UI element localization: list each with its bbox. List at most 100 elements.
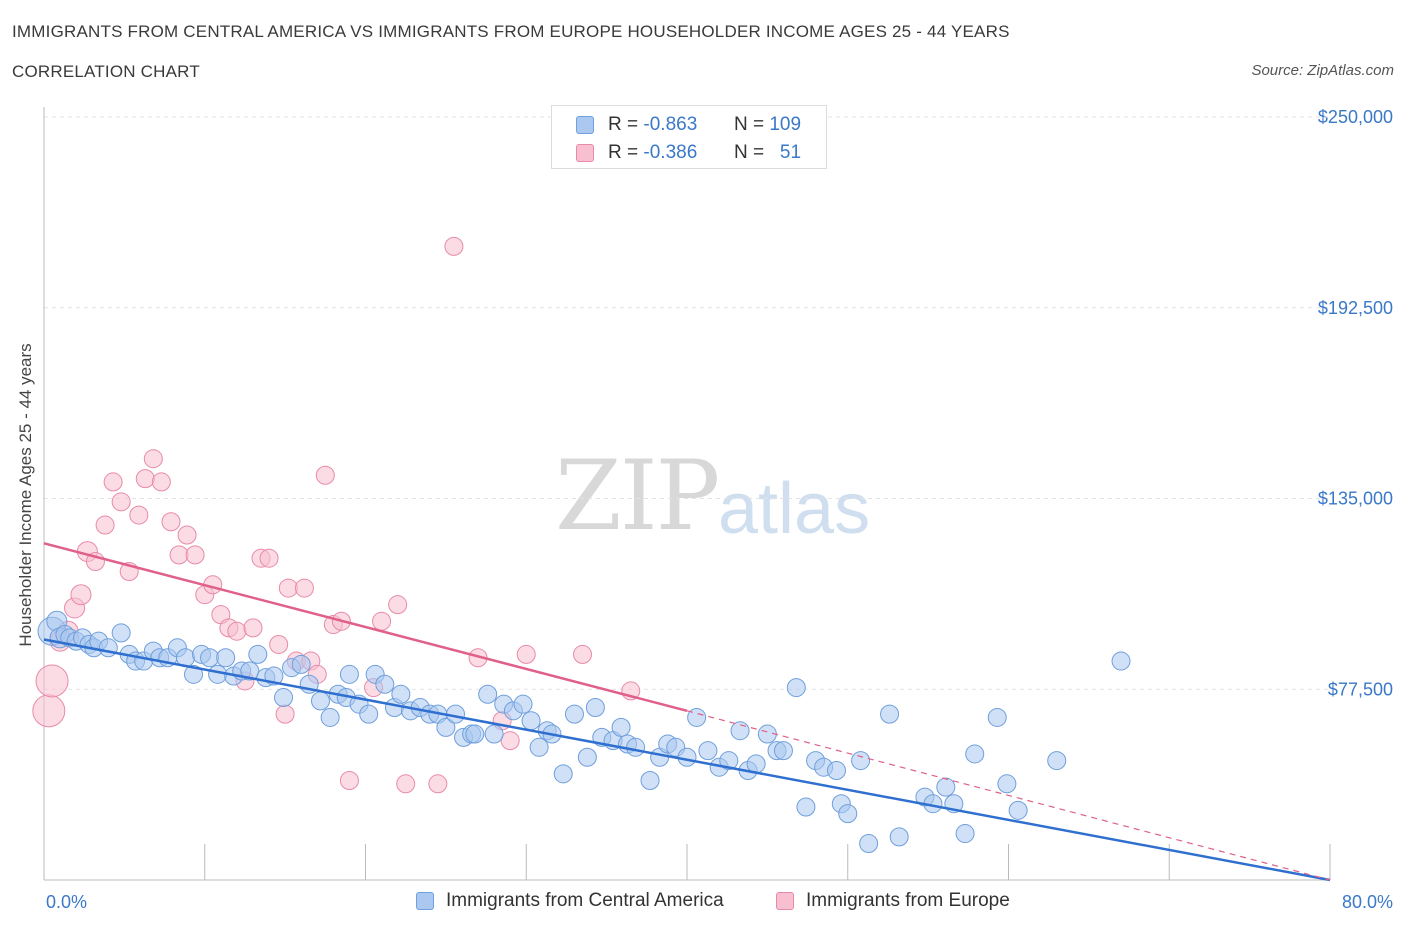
legend-r-value: -0.386 — [643, 142, 698, 163]
data-point-europe — [185, 545, 205, 565]
y-tick-label: $192,500 — [1318, 298, 1393, 318]
data-point-central-america — [339, 664, 359, 684]
data-point-europe — [388, 595, 408, 615]
y-axis-label: Householder Income Ages 25 - 44 years — [16, 343, 35, 647]
data-point-central-america — [484, 724, 504, 744]
data-point-central-america — [796, 797, 816, 817]
data-point-central-america — [436, 717, 456, 737]
data-point-central-america — [577, 747, 597, 767]
data-point-europe — [177, 525, 197, 545]
data-point-europe — [372, 611, 392, 631]
data-point-europe — [135, 469, 155, 489]
data-point-central-america — [240, 661, 260, 681]
data-point-central-america — [955, 824, 975, 844]
data-point-central-america — [320, 707, 340, 727]
data-point-central-america — [965, 744, 985, 764]
data-point-central-america — [391, 684, 411, 704]
data-point-central-america — [698, 741, 718, 761]
data-point-central-america — [216, 648, 236, 668]
legend-n-value: 51 — [779, 142, 802, 163]
series-swatch-blue — [416, 892, 434, 910]
data-point-central-america — [291, 654, 311, 674]
data-point-europe — [269, 634, 289, 654]
data-point-central-america — [274, 688, 294, 708]
data-point-europe — [151, 472, 171, 492]
legend-row-central-america: R = -0.863 N = 109 — [576, 114, 801, 136]
x-tick-label: 0.0% — [46, 892, 87, 912]
data-point-central-america — [773, 741, 793, 761]
source-label: Source: ZipAtlas.com — [1251, 62, 1394, 79]
correlation-legend: R = -0.863 N = 109 R = -0.386 N = 51 — [551, 105, 827, 169]
data-point-central-america — [465, 724, 485, 744]
data-point-europe — [70, 584, 92, 606]
series-swatch-pink — [776, 892, 794, 910]
data-point-central-america — [677, 747, 697, 767]
data-point-central-america — [98, 638, 118, 658]
data-point-europe — [243, 618, 263, 638]
data-point-europe — [227, 621, 247, 641]
legend-n-label: N = — [733, 114, 765, 135]
data-point-central-america — [889, 827, 909, 847]
legend-r-label: R = — [608, 114, 639, 135]
data-point-europe — [573, 644, 593, 664]
data-point-central-america — [359, 704, 379, 724]
data-point-central-america — [564, 704, 584, 724]
watermark-zip: ZIP — [555, 440, 720, 552]
data-point-europe — [339, 770, 359, 790]
y-tick-label: $135,000 — [1318, 489, 1393, 509]
data-point-europe — [500, 731, 520, 751]
data-point-europe — [143, 449, 163, 469]
data-point-europe — [444, 236, 464, 256]
data-point-central-america — [183, 664, 203, 684]
data-point-central-america — [880, 704, 900, 724]
data-point-central-america — [687, 707, 707, 727]
data-point-europe — [516, 644, 536, 664]
data-point-europe — [35, 664, 69, 698]
data-point-europe — [259, 548, 279, 568]
y-tick-label: $77,500 — [1328, 679, 1393, 699]
data-point-central-america — [1047, 751, 1067, 771]
series-label-europe: Immigrants from Europe — [806, 890, 1010, 911]
data-point-central-america — [521, 711, 541, 731]
x-tick-label: 80.0% — [1342, 892, 1393, 912]
legend-row-europe: R = -0.386 N = 51 — [576, 142, 801, 164]
legend-n-label: N = — [733, 142, 765, 163]
data-point-europe — [32, 694, 66, 728]
data-point-central-america — [1008, 800, 1028, 820]
data-point-europe — [294, 578, 314, 598]
legend-n-value: 109 — [769, 114, 802, 135]
data-point-central-america — [640, 770, 660, 790]
data-point-central-america — [611, 717, 631, 737]
series-label-central-america: Immigrants from Central America — [446, 890, 724, 911]
data-point-central-america — [626, 737, 646, 757]
data-point-europe — [129, 505, 149, 525]
data-point-central-america — [746, 754, 766, 774]
data-point-europe — [161, 512, 181, 532]
data-point-central-america — [987, 707, 1007, 727]
data-point-europe — [95, 515, 115, 535]
data-point-central-america — [826, 761, 846, 781]
data-point-central-america — [513, 694, 533, 714]
data-point-central-america — [478, 684, 498, 704]
data-point-central-america — [310, 691, 330, 711]
data-point-central-america — [553, 764, 573, 784]
data-point-central-america — [997, 774, 1017, 794]
trendline-europe — [43, 542, 688, 713]
trendline-central-america — [43, 638, 1331, 882]
data-point-europe — [315, 465, 335, 485]
data-point-europe — [428, 774, 448, 794]
data-point-central-america — [838, 804, 858, 824]
data-point-europe — [103, 472, 123, 492]
trendline-europe-extension — [686, 710, 1331, 881]
legend-swatch-pink — [576, 144, 594, 162]
series-legend-europe: Immigrants from Europe — [776, 890, 1010, 912]
data-point-central-america — [375, 674, 395, 694]
data-point-central-america — [111, 623, 131, 643]
legend-r-value: -0.863 — [643, 114, 698, 135]
y-tick-label: $250,000 — [1318, 107, 1393, 127]
data-point-central-america — [786, 678, 806, 698]
chart-subtitle: CORRELATION CHART — [12, 62, 200, 81]
watermark-atlas: atlas — [718, 469, 871, 549]
data-point-central-america — [719, 751, 739, 771]
